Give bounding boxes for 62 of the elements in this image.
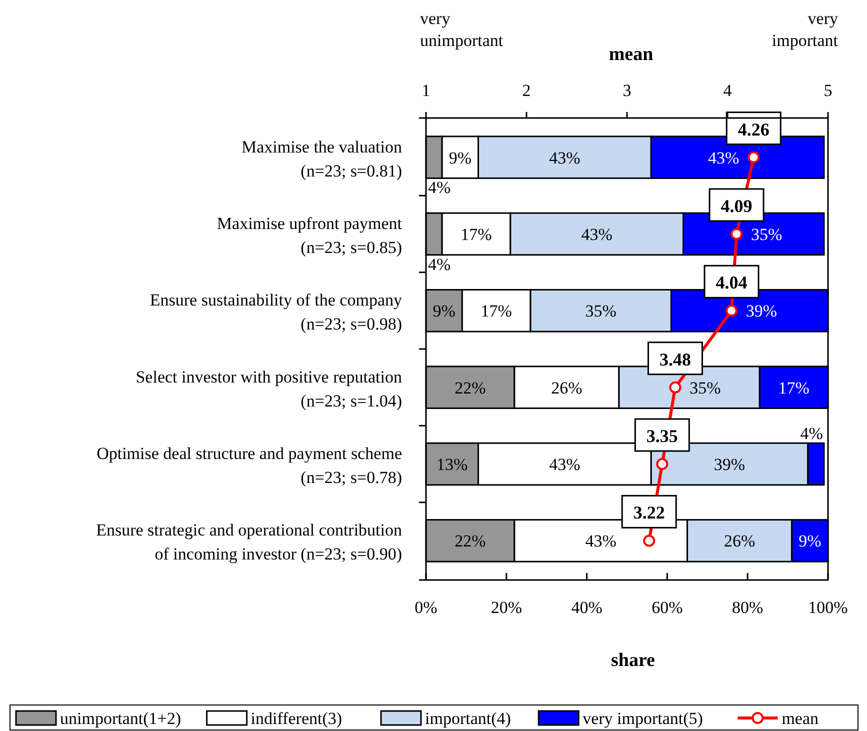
data-label: 22% bbox=[454, 532, 486, 551]
x2-axis-title: mean bbox=[608, 44, 654, 65]
data-label: 17% bbox=[480, 302, 512, 321]
legend-label: indifferent(3) bbox=[250, 709, 342, 728]
data-label: 22% bbox=[454, 378, 486, 398]
x-axis-title: share bbox=[611, 650, 655, 671]
data-label: 4.26 bbox=[738, 119, 770, 140]
point bbox=[656, 458, 668, 470]
data-label: 3.35 bbox=[646, 426, 678, 446]
point bbox=[730, 228, 743, 240]
data-label: 13% bbox=[436, 455, 468, 474]
y-tick-label: Ensure strategic and operational contribution of incoming investor (n=23; s=0.90) bbox=[96, 520, 402, 564]
x2-tick-label: 1 bbox=[422, 81, 430, 100]
data-label: 9% bbox=[432, 302, 456, 321]
x2-tick-label: 2 bbox=[522, 81, 531, 100]
data-label: 39% bbox=[746, 302, 778, 321]
x2-tick-label: 5 bbox=[824, 81, 832, 100]
data-label: 43% bbox=[549, 455, 580, 474]
data-label: 4.09 bbox=[720, 196, 752, 216]
x-tick-label: 20% bbox=[490, 598, 522, 617]
point bbox=[726, 304, 738, 317]
data-label: 43% bbox=[708, 148, 740, 168]
data-label: 43% bbox=[585, 532, 616, 551]
y-tick-label: Select investor with positive reputation (n=23; s=1.04) bbox=[136, 367, 402, 410]
x-tick-label: 100% bbox=[808, 598, 848, 617]
data-label: 43% bbox=[581, 224, 612, 244]
data-label: 4% bbox=[800, 424, 823, 444]
point bbox=[669, 381, 682, 394]
y-tick-label: Maximise the valuation (n=23; s=0.81) bbox=[241, 137, 402, 180]
data-label: 3.48 bbox=[659, 349, 691, 370]
data-label: 26% bbox=[724, 532, 756, 551]
x-tick-label: 80% bbox=[732, 598, 764, 617]
data-label: 17% bbox=[778, 378, 810, 398]
point bbox=[643, 534, 656, 547]
data-label: 3.22 bbox=[633, 502, 665, 523]
point bbox=[748, 151, 760, 164]
x2-tick-label: 3 bbox=[622, 81, 632, 100]
y-tick-label: Maximise upfront payment (n=23; s=0.85) bbox=[216, 214, 402, 257]
text: very unimportant bbox=[420, 9, 504, 50]
text: very important bbox=[772, 9, 838, 50]
legend-label: important(4) bbox=[425, 709, 511, 728]
data-label: 43% bbox=[549, 148, 580, 168]
data-label: 9% bbox=[448, 148, 472, 168]
y-tick-label: Ensure sustainability of the company (n=23; s=0.98) bbox=[150, 290, 402, 334]
legend-label: mean bbox=[782, 709, 820, 728]
legend-label: very important(5) bbox=[582, 709, 703, 728]
data-label: 4.04 bbox=[716, 272, 748, 293]
data-label: 4% bbox=[428, 254, 451, 274]
x-tick-label: 60% bbox=[652, 598, 683, 617]
data-label: 35% bbox=[750, 224, 782, 244]
y-tick-label: Optimise deal structure and payment scheme (n=23; s=0.78) bbox=[96, 444, 402, 488]
data-label: 35% bbox=[690, 378, 721, 398]
x-tick-label: 0% bbox=[414, 598, 438, 617]
data-label: 17% bbox=[460, 224, 492, 244]
data-label: 26% bbox=[551, 378, 582, 398]
x-tick-label: 40% bbox=[571, 598, 602, 617]
data-label: 4% bbox=[428, 178, 451, 198]
legend-label: unimportant(1+2) bbox=[60, 709, 182, 728]
data-label: 39% bbox=[714, 455, 746, 474]
data-label: 9% bbox=[798, 532, 822, 551]
data-label: 35% bbox=[585, 302, 616, 321]
x2-tick-label: 4 bbox=[723, 81, 732, 100]
